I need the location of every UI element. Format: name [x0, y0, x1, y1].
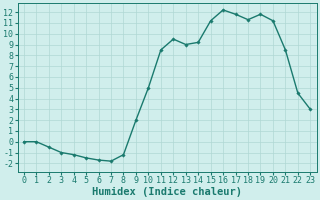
- X-axis label: Humidex (Indice chaleur): Humidex (Indice chaleur): [92, 186, 242, 197]
